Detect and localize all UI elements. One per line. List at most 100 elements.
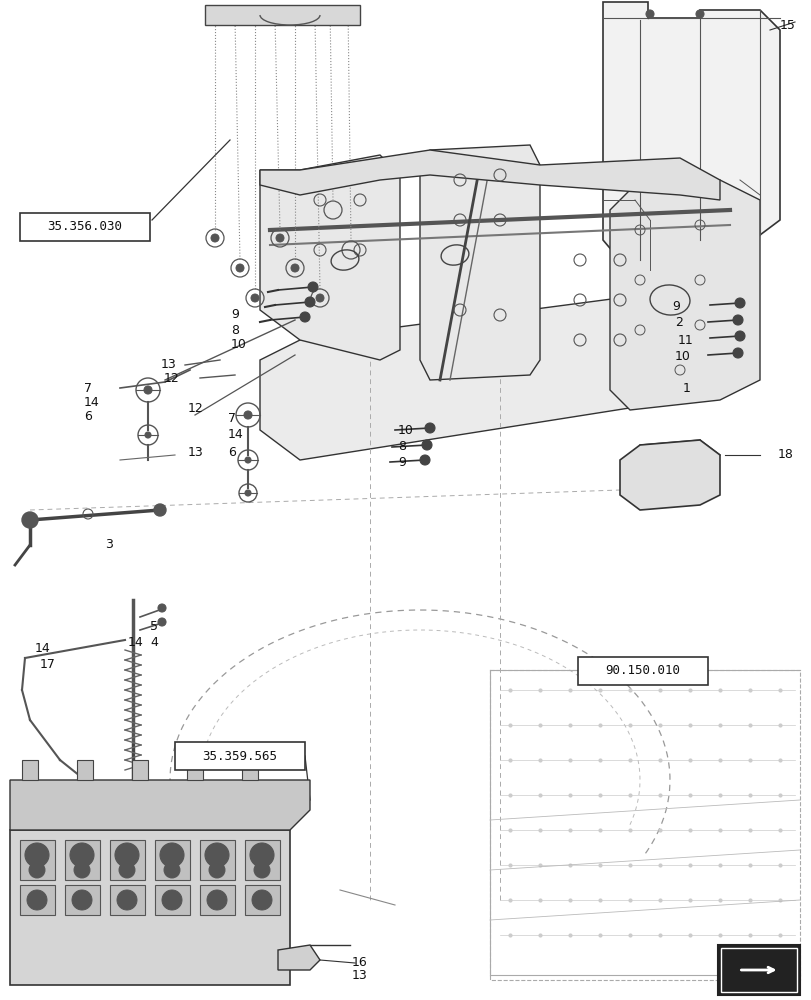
Bar xyxy=(242,760,258,780)
Text: 12: 12 xyxy=(164,371,179,384)
Text: 17: 17 xyxy=(40,658,56,670)
Circle shape xyxy=(245,457,251,463)
Bar xyxy=(109,840,145,880)
Circle shape xyxy=(734,331,744,341)
Circle shape xyxy=(145,432,151,438)
Bar xyxy=(245,840,280,880)
Polygon shape xyxy=(260,155,400,360)
Polygon shape xyxy=(609,180,759,410)
Circle shape xyxy=(307,282,318,292)
Text: 16: 16 xyxy=(351,956,367,969)
Bar xyxy=(65,840,100,880)
Circle shape xyxy=(204,843,229,867)
Circle shape xyxy=(315,294,324,302)
Text: 7: 7 xyxy=(84,381,92,394)
Text: 14: 14 xyxy=(128,637,144,650)
Bar xyxy=(577,657,707,685)
Bar xyxy=(77,760,93,780)
Circle shape xyxy=(419,455,430,465)
Text: 10: 10 xyxy=(674,350,690,362)
Circle shape xyxy=(74,862,90,878)
Circle shape xyxy=(208,862,225,878)
Text: 8: 8 xyxy=(397,440,406,452)
Text: 8: 8 xyxy=(230,324,238,336)
Text: 9: 9 xyxy=(230,308,238,322)
Bar xyxy=(22,760,38,780)
Circle shape xyxy=(424,423,435,433)
Text: 9: 9 xyxy=(672,300,679,312)
Circle shape xyxy=(29,862,45,878)
Text: 14: 14 xyxy=(84,395,100,408)
Bar xyxy=(204,5,359,25)
Circle shape xyxy=(732,315,742,325)
Text: 10: 10 xyxy=(230,338,247,352)
Text: 9: 9 xyxy=(397,456,406,468)
Circle shape xyxy=(422,440,431,450)
Text: 35.356.030: 35.356.030 xyxy=(47,221,122,233)
Bar xyxy=(20,885,55,915)
Circle shape xyxy=(27,890,47,910)
Circle shape xyxy=(236,264,243,272)
Bar xyxy=(155,885,190,915)
Circle shape xyxy=(207,890,227,910)
Bar xyxy=(155,840,190,880)
Circle shape xyxy=(25,843,49,867)
Text: 15: 15 xyxy=(779,19,795,32)
Polygon shape xyxy=(603,2,779,270)
Bar xyxy=(200,840,234,880)
Polygon shape xyxy=(620,440,719,510)
Text: 12: 12 xyxy=(188,401,204,414)
Text: 14: 14 xyxy=(35,642,50,654)
Text: 3: 3 xyxy=(105,538,113,552)
Circle shape xyxy=(251,294,259,302)
Circle shape xyxy=(211,234,219,242)
Polygon shape xyxy=(10,780,310,830)
Circle shape xyxy=(119,862,135,878)
Text: 13: 13 xyxy=(161,358,177,370)
Circle shape xyxy=(72,890,92,910)
Polygon shape xyxy=(260,150,719,200)
Text: 13: 13 xyxy=(351,969,367,982)
Circle shape xyxy=(245,490,251,496)
Bar xyxy=(20,840,55,880)
Circle shape xyxy=(70,843,94,867)
Bar xyxy=(200,885,234,915)
Bar xyxy=(717,945,799,995)
Circle shape xyxy=(117,890,137,910)
Bar xyxy=(132,760,148,780)
Circle shape xyxy=(290,264,298,272)
Text: 10: 10 xyxy=(397,424,414,436)
Text: 90.150.010: 90.150.010 xyxy=(605,664,680,678)
Text: 1: 1 xyxy=(682,381,690,394)
Text: 6: 6 xyxy=(228,446,235,458)
Circle shape xyxy=(251,890,272,910)
Polygon shape xyxy=(277,945,320,970)
Bar xyxy=(245,885,280,915)
Bar xyxy=(109,885,145,915)
Circle shape xyxy=(732,348,742,358)
Circle shape xyxy=(154,504,165,516)
Polygon shape xyxy=(419,145,539,380)
Text: 4: 4 xyxy=(150,637,157,650)
Text: 5: 5 xyxy=(150,620,158,634)
Circle shape xyxy=(276,234,284,242)
Bar xyxy=(187,760,203,780)
Circle shape xyxy=(162,890,182,910)
Polygon shape xyxy=(260,290,719,460)
Bar xyxy=(175,742,305,770)
Circle shape xyxy=(164,862,180,878)
Bar xyxy=(489,670,799,980)
Text: 6: 6 xyxy=(84,410,92,422)
Text: 2: 2 xyxy=(674,316,682,330)
Circle shape xyxy=(299,312,310,322)
Circle shape xyxy=(646,10,653,18)
Circle shape xyxy=(305,297,315,307)
Circle shape xyxy=(115,843,139,867)
Circle shape xyxy=(22,512,38,528)
Text: 35.359.565: 35.359.565 xyxy=(202,750,277,762)
Circle shape xyxy=(695,10,703,18)
Circle shape xyxy=(243,411,251,419)
Circle shape xyxy=(158,604,165,612)
Text: 14: 14 xyxy=(228,428,243,442)
Text: 13: 13 xyxy=(188,446,204,460)
